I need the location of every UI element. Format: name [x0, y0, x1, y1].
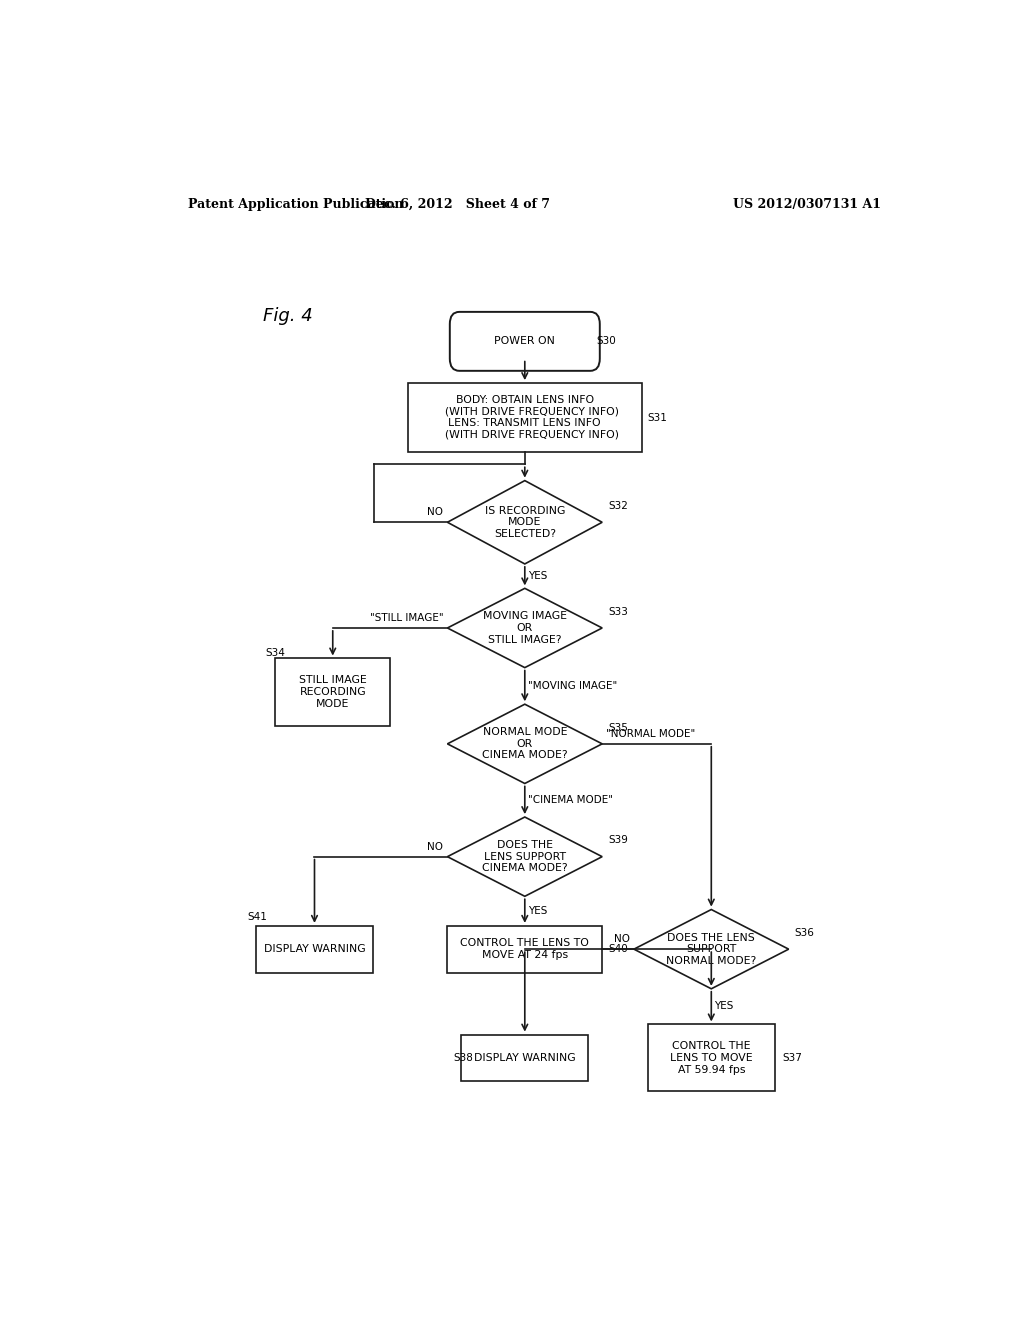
- Bar: [275, 659, 390, 726]
- Text: S38: S38: [454, 1053, 473, 1063]
- Text: S32: S32: [608, 502, 628, 511]
- FancyBboxPatch shape: [450, 312, 600, 371]
- Text: DISPLAY WARNING: DISPLAY WARNING: [474, 1053, 575, 1063]
- Text: S30: S30: [596, 337, 616, 346]
- Text: "CINEMA MODE": "CINEMA MODE": [528, 795, 613, 805]
- Text: BODY: OBTAIN LENS INFO
    (WITH DRIVE FREQUENCY INFO)
LENS: TRANSMIT LENS INFO
: BODY: OBTAIN LENS INFO (WITH DRIVE FREQU…: [431, 395, 618, 440]
- Text: S36: S36: [795, 928, 814, 939]
- Text: S35: S35: [608, 722, 628, 733]
- Text: S31: S31: [648, 413, 668, 422]
- Text: S41: S41: [247, 912, 267, 921]
- Text: CONTROL THE LENS TO
MOVE AT 24 fps: CONTROL THE LENS TO MOVE AT 24 fps: [461, 939, 589, 960]
- Text: NO: NO: [614, 935, 630, 944]
- Polygon shape: [447, 817, 602, 896]
- Polygon shape: [447, 704, 602, 784]
- Text: DOES THE
LENS SUPPORT
CINEMA MODE?: DOES THE LENS SUPPORT CINEMA MODE?: [482, 840, 567, 874]
- Text: DOES THE LENS
SUPPORT
NORMAL MODE?: DOES THE LENS SUPPORT NORMAL MODE?: [667, 932, 757, 966]
- Polygon shape: [634, 909, 788, 989]
- Text: Fig. 4: Fig. 4: [263, 308, 312, 325]
- Text: YES: YES: [528, 906, 548, 916]
- Text: S37: S37: [782, 1053, 803, 1063]
- Text: IS RECORDING
MODE
SELECTED?: IS RECORDING MODE SELECTED?: [484, 506, 565, 539]
- Text: "STILL IMAGE": "STILL IMAGE": [370, 612, 443, 623]
- Text: POWER ON: POWER ON: [495, 337, 555, 346]
- Bar: [447, 925, 602, 973]
- Text: STILL IMAGE
RECORDING
MODE: STILL IMAGE RECORDING MODE: [299, 676, 367, 709]
- Text: "NORMAL MODE": "NORMAL MODE": [606, 729, 695, 739]
- Bar: [256, 925, 373, 973]
- Text: Dec. 6, 2012   Sheet 4 of 7: Dec. 6, 2012 Sheet 4 of 7: [365, 198, 550, 211]
- Text: "MOVING IMAGE": "MOVING IMAGE": [528, 681, 617, 690]
- Polygon shape: [447, 480, 602, 564]
- Text: YES: YES: [528, 572, 548, 581]
- Text: S34: S34: [265, 648, 285, 659]
- Text: MOVING IMAGE
OR
STILL IMAGE?: MOVING IMAGE OR STILL IMAGE?: [482, 611, 567, 644]
- Text: NO: NO: [427, 507, 443, 517]
- Text: S39: S39: [608, 836, 628, 845]
- Text: NORMAL MODE
OR
CINEMA MODE?: NORMAL MODE OR CINEMA MODE?: [482, 727, 567, 760]
- Bar: [648, 1024, 775, 1092]
- Text: YES: YES: [715, 1001, 734, 1011]
- Text: S33: S33: [608, 607, 628, 616]
- Bar: [408, 383, 642, 453]
- Text: US 2012/0307131 A1: US 2012/0307131 A1: [732, 198, 881, 211]
- Bar: [461, 1035, 588, 1081]
- Text: DISPLAY WARNING: DISPLAY WARNING: [264, 944, 366, 954]
- Text: S40: S40: [608, 944, 628, 954]
- Polygon shape: [447, 589, 602, 668]
- Text: NO: NO: [427, 842, 443, 851]
- Text: CONTROL THE
LENS TO MOVE
AT 59.94 fps: CONTROL THE LENS TO MOVE AT 59.94 fps: [670, 1041, 753, 1074]
- Text: Patent Application Publication: Patent Application Publication: [187, 198, 403, 211]
